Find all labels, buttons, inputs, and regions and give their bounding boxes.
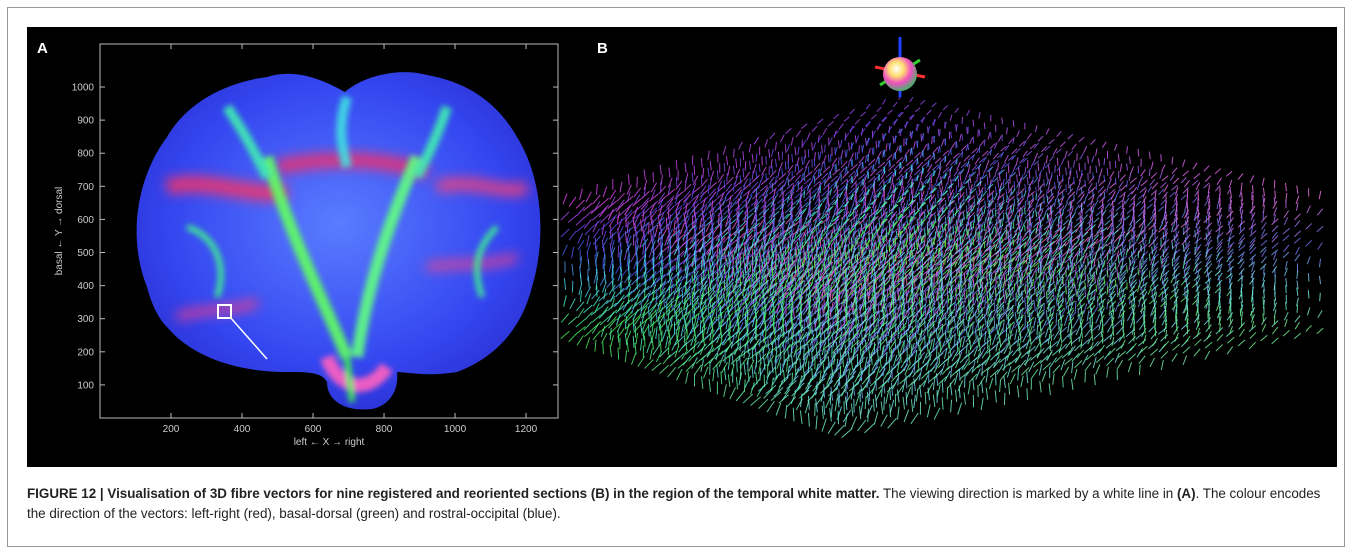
y-axis-label: basal ← Y → dorsal: [54, 187, 65, 276]
x-tick-label: 1200: [515, 424, 538, 435]
caption-text: The viewing direction is marked by a whi…: [880, 486, 1177, 501]
x-axis-label: left ← X → right: [294, 437, 365, 448]
y-tick-label: 400: [77, 281, 94, 292]
y-tick-label: 300: [77, 314, 94, 325]
panel-label: B: [597, 40, 608, 57]
x-tick-label: 1000: [444, 424, 467, 435]
y-tick-label: 1000: [72, 83, 95, 94]
caption: FIGURE 12 | Visualisation of 3D fibre ve…: [27, 484, 1339, 524]
y-tick-label: 200: [77, 347, 94, 358]
x-tick-label: 800: [376, 424, 393, 435]
y-tick-label: 600: [77, 215, 94, 226]
figure: A left ← X → right basal ← Y → dorsal 20…: [27, 27, 1337, 467]
y-tick-label: 700: [77, 182, 94, 193]
caption-text: (A): [1177, 486, 1196, 501]
page: A left ← X → right basal ← Y → dorsal 20…: [0, 0, 1354, 556]
caption-title: FIGURE 12 | Visualisation of 3D fibre ve…: [27, 486, 880, 501]
y-tick-label: 900: [77, 116, 94, 127]
x-tick-label: 600: [305, 424, 322, 435]
panel-label: A: [37, 40, 48, 57]
y-tick-label: 800: [77, 149, 94, 160]
x-tick-label: 200: [163, 424, 180, 435]
y-tick-label: 100: [77, 380, 94, 391]
y-tick-label: 500: [77, 248, 94, 259]
x-tick-label: 400: [234, 424, 251, 435]
